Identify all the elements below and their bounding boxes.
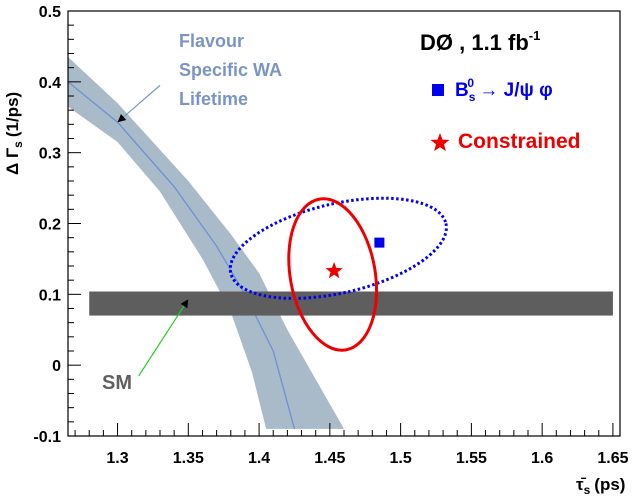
x-tick-label: 1.35 bbox=[173, 450, 204, 467]
x-tick-label: 1.45 bbox=[314, 450, 345, 467]
wa-label-line-1: Flavour bbox=[179, 31, 244, 51]
sm-band bbox=[89, 291, 613, 316]
axes: 1.3 1.35 1.4 1.45 1.5 1.55 1.6 1.65 -0.1 0 0.1 0.2 0… bbox=[33, 4, 628, 467]
x-tick-label: 1.55 bbox=[456, 450, 487, 467]
legend-marker-star bbox=[430, 133, 450, 152]
x-tick-label: 1.3 bbox=[106, 450, 128, 467]
constrained-point bbox=[325, 262, 343, 279]
plot-area bbox=[68, 57, 613, 430]
wa-band bbox=[68, 57, 344, 429]
legend: Bs0 → J/ψ φ Constrained bbox=[430, 76, 581, 153]
wa-label-line-2: Specific WA bbox=[179, 60, 282, 80]
y-axis-title: Δ Γs(1/ps) bbox=[3, 92, 25, 175]
legend-label-constrained: Constrained bbox=[458, 130, 581, 153]
wa-annotation: Flavour Specific WA Lifetime bbox=[117, 31, 282, 123]
constrained-contour bbox=[287, 197, 379, 352]
x-tick-label: 1.65 bbox=[597, 450, 628, 467]
wa-label-line-3: Lifetime bbox=[179, 89, 248, 109]
legend-marker-bs bbox=[432, 84, 444, 96]
sm-label: SM bbox=[102, 372, 132, 394]
y-tick-label: -0.1 bbox=[33, 429, 61, 446]
sm-arrow-head bbox=[180, 299, 189, 309]
wa-arrow bbox=[117, 84, 161, 123]
x-axis-title: τ̄s (ps) bbox=[576, 475, 625, 497]
x-tick-label: 1.4 bbox=[248, 450, 270, 467]
chart-title: DØ , 1.1 fb-1 bbox=[420, 28, 540, 55]
wa-arrow-head bbox=[117, 113, 127, 123]
sm-annotation: SM bbox=[102, 298, 189, 394]
sm-arrow bbox=[138, 298, 189, 377]
y-tick-label: 0.2 bbox=[39, 217, 61, 234]
y-tick-label: 0.3 bbox=[39, 146, 61, 163]
plot-frame bbox=[67, 10, 621, 437]
x-tick-label: 1.5 bbox=[389, 450, 411, 467]
x-tick-label: 1.6 bbox=[531, 450, 553, 467]
sm-arrow-line bbox=[138, 298, 189, 377]
wa-arrow-line bbox=[117, 84, 161, 123]
legend-label-bs: Bs0 → J/ψ φ bbox=[455, 76, 553, 104]
bs-contour-dotted bbox=[228, 196, 448, 300]
y-tick-label: 0 bbox=[52, 358, 61, 375]
y-tick-label: 0.5 bbox=[39, 4, 61, 21]
y-tick-label: 0.1 bbox=[39, 287, 61, 304]
y-tick-label: 0.4 bbox=[39, 75, 61, 92]
bs-point bbox=[374, 237, 385, 248]
